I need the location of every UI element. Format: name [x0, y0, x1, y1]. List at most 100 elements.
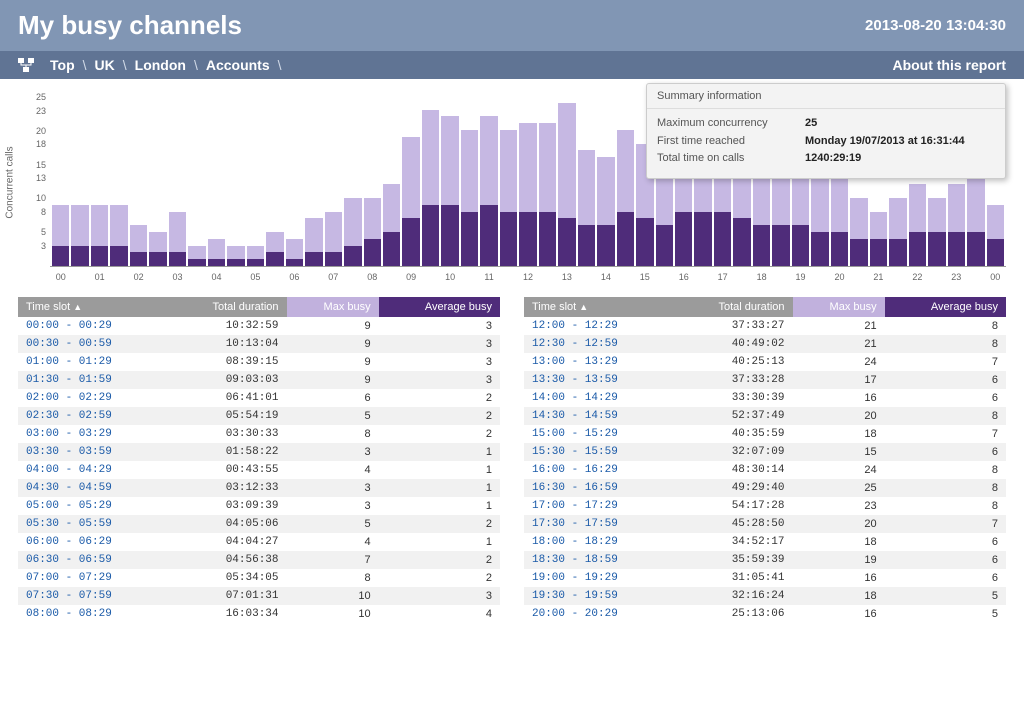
chart-bar[interactable]: 07: [325, 212, 342, 266]
chart-bar[interactable]: [305, 218, 322, 266]
chart-bar[interactable]: [967, 178, 984, 266]
col-maxbusy[interactable]: Max busy: [793, 297, 885, 317]
cell-maxbusy: 8: [287, 569, 379, 587]
hierarchy-icon[interactable]: [18, 58, 36, 72]
table-row[interactable]: 15:00 - 15:2940:35:59187: [524, 425, 1006, 443]
table-row[interactable]: 08:00 - 08:2916:03:34104: [18, 605, 500, 623]
table-row[interactable]: 13:00 - 13:2940:25:13247: [524, 353, 1006, 371]
chart-bar[interactable]: 04: [208, 239, 225, 266]
col-duration[interactable]: Total duration: [673, 297, 793, 317]
col-duration[interactable]: Total duration: [167, 297, 287, 317]
chart-bar[interactable]: 14: [597, 157, 614, 266]
table-row[interactable]: 03:00 - 03:2903:30:3382: [18, 425, 500, 443]
bar-avg-segment: [110, 246, 127, 266]
table-row[interactable]: 02:30 - 02:5905:54:1952: [18, 407, 500, 425]
cell-maxbusy: 21: [793, 317, 885, 335]
table-row[interactable]: 13:30 - 13:5937:33:28176: [524, 371, 1006, 389]
chart-bar[interactable]: [188, 246, 205, 266]
table-row[interactable]: 12:00 - 12:2937:33:27218: [524, 317, 1006, 335]
table-row[interactable]: 04:30 - 04:5903:12:3331: [18, 479, 500, 497]
chart-bar[interactable]: 12: [519, 123, 536, 266]
table-row[interactable]: 01:00 - 01:2908:39:1593: [18, 353, 500, 371]
chart-bar[interactable]: [850, 198, 867, 266]
summary-value: Monday 19/07/2013 at 16:31:44: [805, 133, 965, 151]
chart-bar[interactable]: [928, 198, 945, 266]
chart-bar[interactable]: 10: [441, 116, 458, 266]
cell-timeslot: 17:00 - 17:29: [524, 497, 673, 515]
crumb-uk[interactable]: UK: [95, 57, 115, 73]
col-timeslot[interactable]: Time slot ▲: [18, 297, 167, 317]
chart-bar[interactable]: [500, 130, 517, 266]
chart-bar[interactable]: 05: [247, 246, 264, 266]
chart-bar[interactable]: [110, 205, 127, 266]
about-report-link[interactable]: About this report: [892, 57, 1006, 73]
chart-bar[interactable]: [227, 246, 244, 266]
table-row[interactable]: 06:30 - 06:5904:56:3872: [18, 551, 500, 569]
chart-bar[interactable]: 23: [948, 184, 965, 266]
chart-bar[interactable]: 00: [987, 205, 1004, 266]
cell-duration: 04:56:38: [167, 551, 287, 569]
crumb-accounts[interactable]: Accounts: [206, 57, 270, 73]
table-row[interactable]: 16:30 - 16:5949:29:40258: [524, 479, 1006, 497]
chart-bar[interactable]: 08: [364, 198, 381, 266]
table-row[interactable]: 07:30 - 07:5907:01:31103: [18, 587, 500, 605]
table-row[interactable]: 16:00 - 16:2948:30:14248: [524, 461, 1006, 479]
table-row[interactable]: 17:30 - 17:5945:28:50207: [524, 515, 1006, 533]
chart-bar[interactable]: 09: [402, 137, 419, 266]
cell-avgbusy: 2: [379, 425, 500, 443]
table-row[interactable]: 04:00 - 04:2900:43:5541: [18, 461, 500, 479]
bar-max-segment: [364, 198, 381, 239]
table-row[interactable]: 17:00 - 17:2954:17:28238: [524, 497, 1006, 515]
table-row[interactable]: 15:30 - 15:5932:07:09156: [524, 443, 1006, 461]
chart-bar[interactable]: 02: [130, 225, 147, 266]
chart-bar[interactable]: 06: [286, 239, 303, 266]
table-row[interactable]: 07:00 - 07:2905:34:0582: [18, 569, 500, 587]
table-row[interactable]: 14:30 - 14:5952:37:49208: [524, 407, 1006, 425]
chart-bar[interactable]: 01: [91, 205, 108, 266]
crumb-london[interactable]: London: [135, 57, 186, 73]
col-timeslot[interactable]: Time slot ▲: [524, 297, 673, 317]
table-row[interactable]: 14:00 - 14:2933:30:39166: [524, 389, 1006, 407]
table-row[interactable]: 02:00 - 02:2906:41:0162: [18, 389, 500, 407]
table-row[interactable]: 19:30 - 19:5932:16:24185: [524, 587, 1006, 605]
chart-bar[interactable]: [617, 130, 634, 266]
table-row[interactable]: 00:00 - 00:2910:32:5993: [18, 317, 500, 335]
chart-bar[interactable]: [539, 123, 556, 266]
table-row[interactable]: 20:00 - 20:2925:13:06165: [524, 605, 1006, 623]
crumb-top[interactable]: Top: [50, 57, 75, 73]
table-row[interactable]: 12:30 - 12:5940:49:02218: [524, 335, 1006, 353]
chart-bar[interactable]: [266, 232, 283, 266]
chart-bar[interactable]: 03: [169, 212, 186, 266]
chart-bar[interactable]: 11: [480, 116, 497, 266]
col-maxbusy[interactable]: Max busy: [287, 297, 379, 317]
bar-avg-segment: [188, 259, 205, 266]
cell-duration: 10:32:59: [167, 317, 287, 335]
chart-bar[interactable]: [461, 130, 478, 266]
cell-maxbusy: 20: [793, 515, 885, 533]
table-row[interactable]: 06:00 - 06:2904:04:2741: [18, 533, 500, 551]
table-row[interactable]: 01:30 - 01:5909:03:0393: [18, 371, 500, 389]
table-row[interactable]: 05:30 - 05:5904:05:0652: [18, 515, 500, 533]
table-row[interactable]: 18:30 - 18:5935:59:39196: [524, 551, 1006, 569]
table-row[interactable]: 00:30 - 00:5910:13:0493: [18, 335, 500, 353]
chart-bar[interactable]: 00: [52, 205, 69, 266]
table-row[interactable]: 03:30 - 03:5901:58:2231: [18, 443, 500, 461]
chart-bar[interactable]: [383, 184, 400, 266]
chart-bar[interactable]: [149, 232, 166, 266]
page-timestamp: 2013-08-20 13:04:30: [865, 17, 1006, 34]
chart-bar[interactable]: [889, 198, 906, 266]
table-row[interactable]: 18:00 - 18:2934:52:17186: [524, 533, 1006, 551]
chart-bar[interactable]: 22: [909, 184, 926, 266]
chart-bar[interactable]: 21: [870, 212, 887, 266]
chart-bar[interactable]: [71, 205, 88, 266]
table-row[interactable]: 05:00 - 05:2903:09:3931: [18, 497, 500, 515]
chart-bar[interactable]: [344, 198, 361, 266]
chart-bar[interactable]: [656, 164, 673, 266]
col-avgbusy[interactable]: Average busy: [885, 297, 1006, 317]
ytick: 18: [22, 139, 46, 149]
chart-bar[interactable]: [578, 150, 595, 266]
col-avgbusy[interactable]: Average busy: [379, 297, 500, 317]
table-row[interactable]: 19:00 - 19:2931:05:41166: [524, 569, 1006, 587]
chart-bar[interactable]: 13: [558, 103, 575, 266]
chart-bar[interactable]: [422, 110, 439, 266]
